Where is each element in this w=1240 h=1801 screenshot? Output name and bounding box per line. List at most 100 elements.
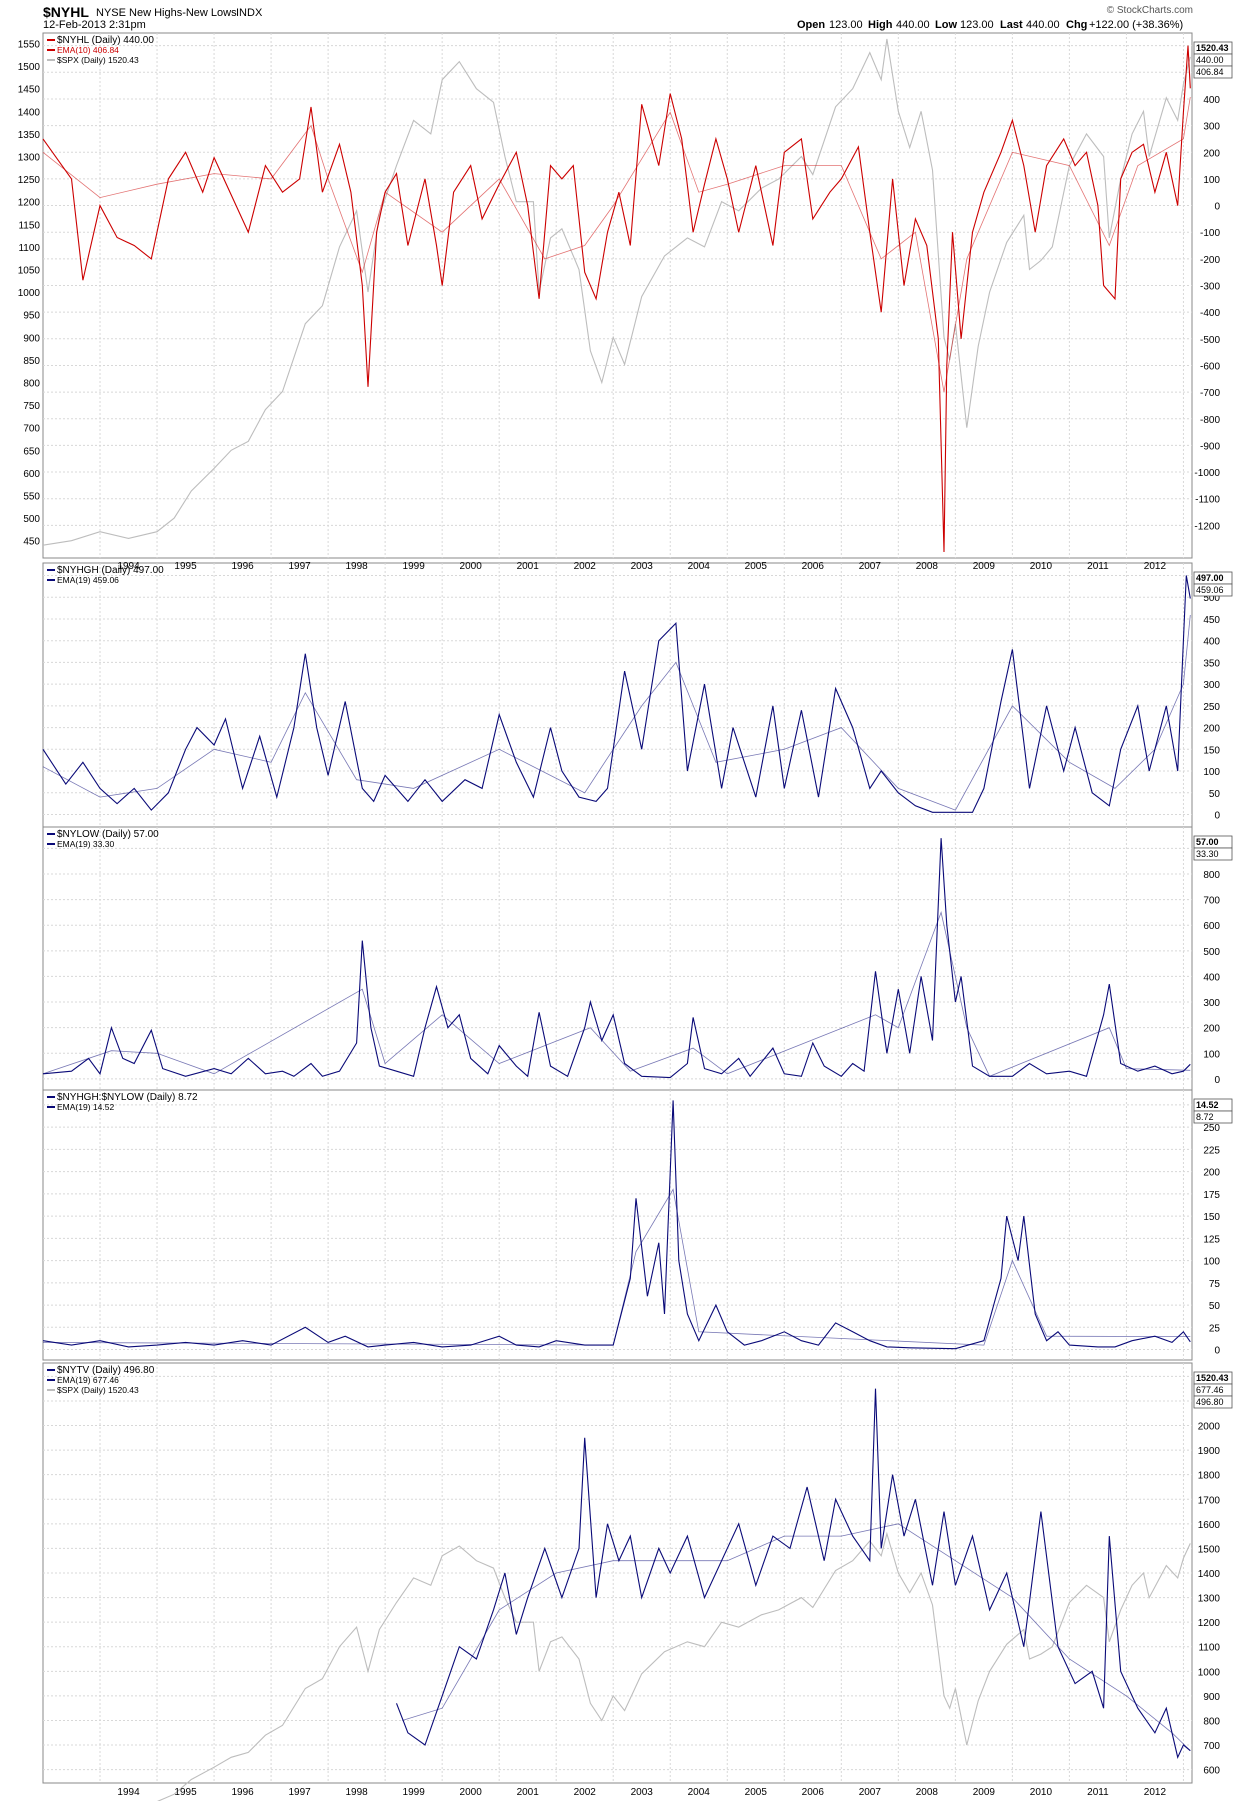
right-tick-label: 400: [1203, 972, 1220, 983]
right-tick-label: 200: [1203, 148, 1220, 159]
value-tag-box: [1193, 1110, 1233, 1124]
right-tick-label: 1600: [1198, 1520, 1221, 1531]
right-tick-label: 500: [1203, 593, 1220, 604]
right-tick-label: -500: [1200, 335, 1220, 346]
last-value: 440.00: [1026, 19, 1060, 31]
x-tick-label: 1996: [231, 561, 254, 572]
right-tick-label: 100: [1203, 175, 1220, 186]
panel-1: -1200-1100-1000-900-800-700-600-500-400-…: [18, 32, 1233, 559]
right-tick-label: 450: [1203, 615, 1220, 626]
left-tick-label: 850: [23, 356, 40, 367]
panel-5: 600 700 800 900 1000 1100 1200 1300 1400 1500 1600…: [42, 1362, 1233, 1801]
series-line: [42, 1100, 1191, 1350]
x-tick-label: 1994: [117, 1787, 140, 1798]
x-tick-label: 2001: [517, 1787, 540, 1798]
x-tick-label: 2008: [916, 561, 939, 572]
series-line: [42, 38, 1191, 546]
right-tick-label: 150: [1203, 1212, 1220, 1223]
chart-header-group: $NYHL NYSE New Highs-New Lows INDX 12-Fe…: [43, 4, 1193, 31]
value-tag: 1520.43: [1196, 1373, 1229, 1383]
right-tick-label: -700: [1200, 388, 1220, 399]
panel-2: 050100150200250300350400450500550$NYHGH …: [42, 562, 1233, 828]
right-tick-label: 600: [1203, 1766, 1220, 1777]
low-value: 123.00: [960, 19, 994, 31]
x-tick-label: 1998: [345, 561, 368, 572]
left-tick-label: 1350: [18, 130, 41, 141]
x-tick-label: 1995: [174, 561, 197, 572]
right-tick-label: -600: [1200, 361, 1220, 372]
left-tick-label: 1500: [18, 62, 41, 73]
right-tick-label: 1800: [1198, 1471, 1221, 1482]
value-tag: 677.46: [1196, 1385, 1224, 1395]
right-tick-label: 200: [1203, 1024, 1220, 1035]
x-tick-label: 1996: [231, 1787, 254, 1798]
value-tag: 8.72: [1196, 1112, 1214, 1122]
right-tick-label: 900: [1203, 1692, 1220, 1703]
right-tick-label: 100: [1203, 767, 1220, 778]
legend-entry: $NYTV (Daily) 496.80: [57, 1365, 155, 1376]
legend-entry: EMA(19) 459.06: [57, 575, 119, 585]
left-tick-label: 1250: [18, 175, 41, 186]
right-tick-label: 2000: [1198, 1422, 1221, 1433]
x-tick-label: 2011: [1087, 561, 1109, 572]
x-axis: 1994 1995 1996 1997 1998 1999 2000 2001 2002 2003…: [117, 561, 1166, 1798]
x-tick-label: 2009: [973, 561, 996, 572]
right-tick-label: 250: [1203, 1123, 1220, 1134]
x-tick-label: 1999: [403, 561, 426, 572]
x-tick-label: 2004: [688, 561, 711, 572]
x-tick-label: 1995: [174, 1787, 197, 1798]
x-tick-label: 2007: [859, 1787, 882, 1798]
x-tick-label: 2011: [1087, 1787, 1109, 1798]
left-tick-label: 1100: [18, 243, 40, 254]
x-tick-label: 2006: [802, 561, 825, 572]
value-tag: 440.00: [1196, 55, 1224, 65]
right-tick-label: -1100: [1195, 495, 1220, 506]
x-tick-label: 2012: [1144, 1787, 1167, 1798]
right-tick-label: 500: [1203, 947, 1220, 958]
index-name: NYSE New Highs-New Lows: [96, 7, 237, 19]
left-tick-label: 750: [23, 401, 40, 412]
right-tick-label: 0: [1214, 810, 1220, 821]
right-tick-label: 150: [1203, 745, 1220, 756]
left-tick-label: 1200: [18, 198, 41, 209]
right-tick-label: 50: [1209, 1301, 1221, 1312]
right-tick-label: 700: [1203, 1741, 1220, 1752]
right-tick-label: 250: [1203, 702, 1220, 713]
chart-date: 12-Feb-2013 2:31pm: [43, 19, 146, 31]
right-tick-label: 75: [1209, 1279, 1221, 1290]
right-tick-label: -1200: [1194, 521, 1220, 532]
panel-4: 0255075100125150175200225250275$NYHGH:$N…: [42, 1089, 1233, 1361]
legend-entry: EMA(19) 677.46: [57, 1375, 119, 1385]
x-tick-label: 1998: [345, 1787, 368, 1798]
exchange-label: INDX: [236, 7, 263, 19]
right-tick-label: 125: [1203, 1234, 1220, 1245]
copyright-label: © StockCharts.com: [1107, 5, 1193, 16]
right-tick-label: 25: [1209, 1323, 1221, 1334]
left-tick-label: 1150: [18, 220, 40, 231]
x-tick-label: 2005: [745, 561, 768, 572]
x-tick-label: 1997: [288, 561, 311, 572]
legend-entry: $SPX (Daily) 1520.43: [57, 55, 139, 65]
series-line: [42, 575, 1191, 813]
x-tick-label: 2005: [745, 1787, 768, 1798]
open-value: 123.00: [829, 19, 863, 31]
right-tick-label: 350: [1203, 658, 1220, 669]
series-line: [42, 1188, 1191, 1346]
right-tick-label: 1300: [1198, 1594, 1221, 1605]
legend-entry: EMA(19) 33.30: [57, 839, 114, 849]
value-tag: 14.52: [1196, 1100, 1219, 1110]
right-tick-label: 700: [1203, 896, 1220, 907]
left-tick-label: 450: [23, 537, 40, 548]
value-tag: 1520.43: [1196, 43, 1229, 53]
left-tick-label: 500: [23, 514, 40, 525]
right-tick-label: 300: [1203, 998, 1220, 1009]
right-tick-label: 1200: [1198, 1618, 1221, 1629]
left-tick-label: 650: [23, 446, 40, 457]
right-tick-label: 175: [1203, 1190, 1220, 1201]
x-tick-label: 2003: [631, 1787, 654, 1798]
left-tick-label: 950: [23, 311, 40, 322]
right-tick-label: 200: [1203, 1168, 1220, 1179]
left-tick-label: 1000: [18, 288, 41, 299]
legend-entry: $NYLOW (Daily) 57.00: [57, 829, 159, 840]
right-tick-label: 800: [1203, 870, 1220, 881]
